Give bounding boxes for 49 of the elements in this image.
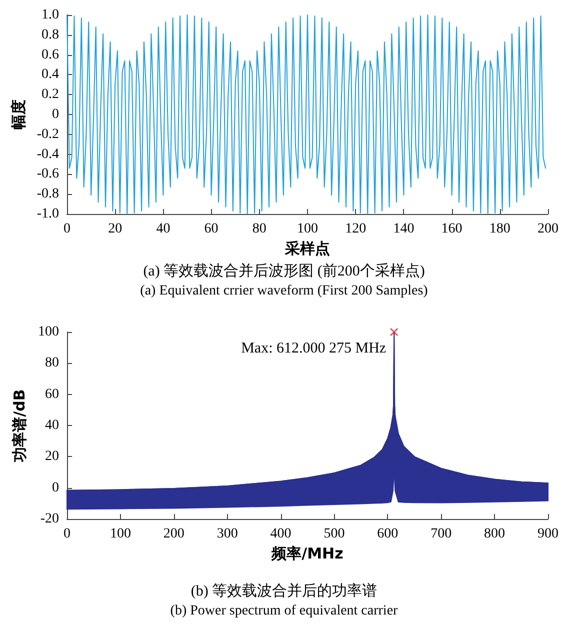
y-tick-label: 40 (45, 418, 59, 433)
x-tick-label: 300 (216, 526, 238, 542)
y-tick-label: -0.4 (36, 146, 59, 162)
y-tick-label: 0 (52, 107, 59, 122)
y-tick-label: 20 (45, 449, 59, 464)
x-tick-label: 40 (156, 222, 170, 236)
line-series (66, 14, 546, 214)
x-tick-label: 700 (430, 526, 452, 542)
text: (b) Power spectrum of equivalent carrier (170, 604, 398, 618)
x-tick-label: 200 (538, 222, 558, 236)
x-tick-label: 120 (345, 222, 366, 236)
x-tick-label: 0 (64, 526, 70, 542)
y-tick-label: 1.0 (42, 8, 59, 22)
x-tick-label: 140 (393, 222, 414, 236)
y-tick-label: 0.4 (42, 67, 59, 82)
y-tick-label: 100 (38, 324, 59, 340)
y-tick-label: 0 (52, 480, 59, 496)
y-axis-title: 幅度 (9, 100, 28, 130)
x-tick-label: 600 (377, 526, 398, 542)
y-tick-label: -20 (40, 512, 59, 526)
x-tick-label: 20 (108, 222, 122, 236)
x-tick-label: 100 (110, 526, 131, 542)
text: (a) Equivalent crrier waveform (First 200 Samples) (140, 284, 428, 298)
x-tick-label: 160 (441, 222, 462, 236)
x-tick-label: 60 (204, 222, 218, 236)
y-tick-label: 80 (45, 356, 59, 371)
x-tick-label: 0 (64, 222, 70, 236)
y-tick-label: -0.2 (36, 126, 59, 142)
x-tick-label: 900 (538, 526, 558, 542)
x-axis-title: 频率/MHz (270, 544, 344, 562)
annotation: Max: 612.000 275 MHz (241, 340, 386, 356)
text: (a) 等效载波合并后波形图 (前200个采样点) (143, 262, 425, 280)
y-tick-label: 0.8 (42, 27, 59, 42)
x-tick-label: 400 (270, 526, 292, 542)
text: (b) 等效载波合并后的功率谱 (190, 582, 378, 600)
y-tick-label: -0.8 (36, 186, 59, 202)
x-tick-label: 200 (163, 526, 184, 542)
y-axis-title: 功率谱/dB (10, 389, 29, 463)
y-tick-label: 60 (45, 386, 59, 402)
x-tick-label: 800 (484, 526, 506, 542)
x-tick-label: 500 (324, 526, 345, 542)
x-axis-title: 采样点 (284, 239, 330, 258)
x-tick-label: 100 (297, 222, 318, 236)
y-tick-label: -0.6 (36, 166, 59, 182)
y-tick-label: 0.2 (42, 87, 59, 102)
y-tick-label: -1.0 (36, 206, 59, 222)
x-tick-label: 180 (489, 222, 510, 236)
y-tick-label: 0.6 (42, 47, 59, 62)
x-tick-label: 80 (252, 222, 266, 236)
